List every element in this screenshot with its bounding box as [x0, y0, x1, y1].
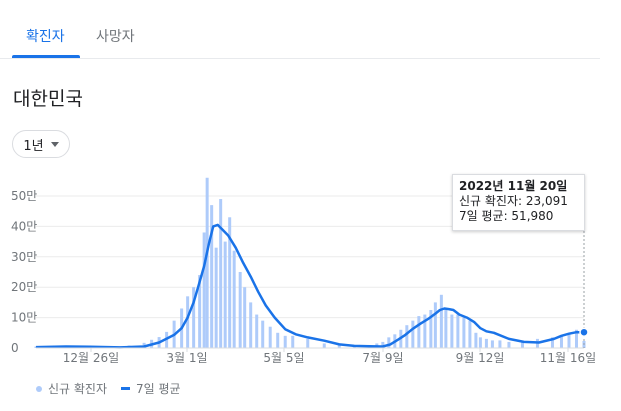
legend-line-label: 7일 평균	[136, 382, 181, 396]
bar-mark	[498, 340, 502, 348]
y-tick-label: 20만	[11, 280, 37, 294]
tooltip-new-cases: 신규 확진자: 23,091	[459, 194, 568, 208]
bar-mark	[192, 287, 196, 348]
bar-mark	[444, 308, 448, 348]
bar-mark	[202, 232, 206, 348]
bar-mark	[559, 335, 563, 348]
bar-mark	[484, 338, 488, 348]
bar-mark	[214, 247, 218, 348]
bar-mark	[219, 199, 223, 348]
x-tick-label: 9월 12일	[456, 351, 505, 365]
y-tick-label: 30만	[11, 250, 37, 264]
bar-mark	[186, 296, 190, 348]
bar-mark	[291, 335, 295, 348]
bar-mark	[567, 334, 571, 348]
bar-mark	[223, 241, 227, 348]
bar-mark	[474, 332, 478, 348]
time-range-dropdown[interactable]: 1년	[12, 130, 70, 158]
legend-bars-swatch-icon	[36, 385, 42, 392]
bar-mark	[417, 316, 421, 348]
active-tab-indicator	[12, 55, 80, 58]
caret-down-icon	[50, 141, 59, 147]
y-tick-label: 0	[11, 341, 19, 355]
bar-mark	[198, 275, 202, 348]
bar-mark	[322, 343, 326, 348]
bar-mark	[429, 310, 433, 348]
time-range-label: 1년	[23, 138, 44, 154]
y-tick-label: 10만	[11, 311, 37, 325]
x-tick-label: 5월 5일	[263, 351, 304, 365]
bar-mark	[462, 317, 466, 348]
bar-mark	[450, 314, 454, 348]
y-tick-label: 40만	[11, 219, 37, 233]
bar-mark	[405, 325, 409, 348]
bar-mark	[249, 302, 253, 348]
tooltip-date: 2022년 11월 20일	[459, 179, 568, 193]
bar-mark	[478, 337, 482, 348]
bar-mark	[283, 335, 287, 348]
bar-mark	[337, 344, 341, 348]
bar-mark	[228, 217, 232, 348]
x-tick-label: 11월 16일	[540, 351, 596, 365]
x-tick-label: 3월 1일	[166, 351, 207, 365]
bar-mark	[456, 314, 460, 348]
bar-mark	[34, 346, 38, 348]
tab-deaths[interactable]: 사망자	[96, 29, 135, 45]
bar-mark	[490, 340, 494, 348]
bar-mark	[243, 287, 247, 348]
bar-mark	[520, 341, 524, 348]
bar-mark	[468, 320, 472, 348]
bar-mark	[306, 338, 310, 348]
bar-mark	[205, 177, 209, 348]
tab-bar: 확진자 사망자	[0, 0, 600, 59]
y-tick-label: 50만	[11, 189, 37, 203]
average-line	[35, 223, 584, 349]
bar-mark	[238, 272, 242, 348]
bar-mark	[507, 341, 511, 348]
bar-mark	[550, 337, 554, 348]
bar-mark	[255, 314, 259, 348]
x-tick-label: 12월 26일	[63, 351, 119, 365]
legend-bars-label: 신규 확진자	[48, 382, 108, 396]
bar-mark	[261, 320, 265, 348]
bar-mark	[387, 337, 391, 348]
region-title: 대한민국	[13, 88, 83, 110]
bar-mark	[210, 205, 214, 348]
bar-mark	[268, 326, 272, 348]
x-tick-label: 7월 9일	[362, 351, 403, 365]
bar-mark	[276, 332, 280, 348]
hover-point-marker	[579, 327, 589, 337]
legend-line-swatch-icon	[121, 387, 131, 390]
bar-mark	[433, 302, 437, 348]
bar-mark	[574, 329, 578, 348]
bar-mark	[423, 314, 427, 348]
bar-mark	[439, 294, 443, 348]
tooltip-average: 7일 평균: 51,980	[459, 209, 554, 223]
bar-mark	[232, 250, 236, 348]
bar-mark	[381, 341, 385, 348]
tab-confirmed[interactable]: 확진자	[26, 29, 65, 45]
bar-mark	[411, 320, 415, 348]
tooltip: 2022년 11월 20일 신규 확진자: 23,091 7일 평균: 51,9…	[452, 174, 585, 231]
chart-legend: 신규 확진자 7일 평균	[36, 380, 181, 397]
